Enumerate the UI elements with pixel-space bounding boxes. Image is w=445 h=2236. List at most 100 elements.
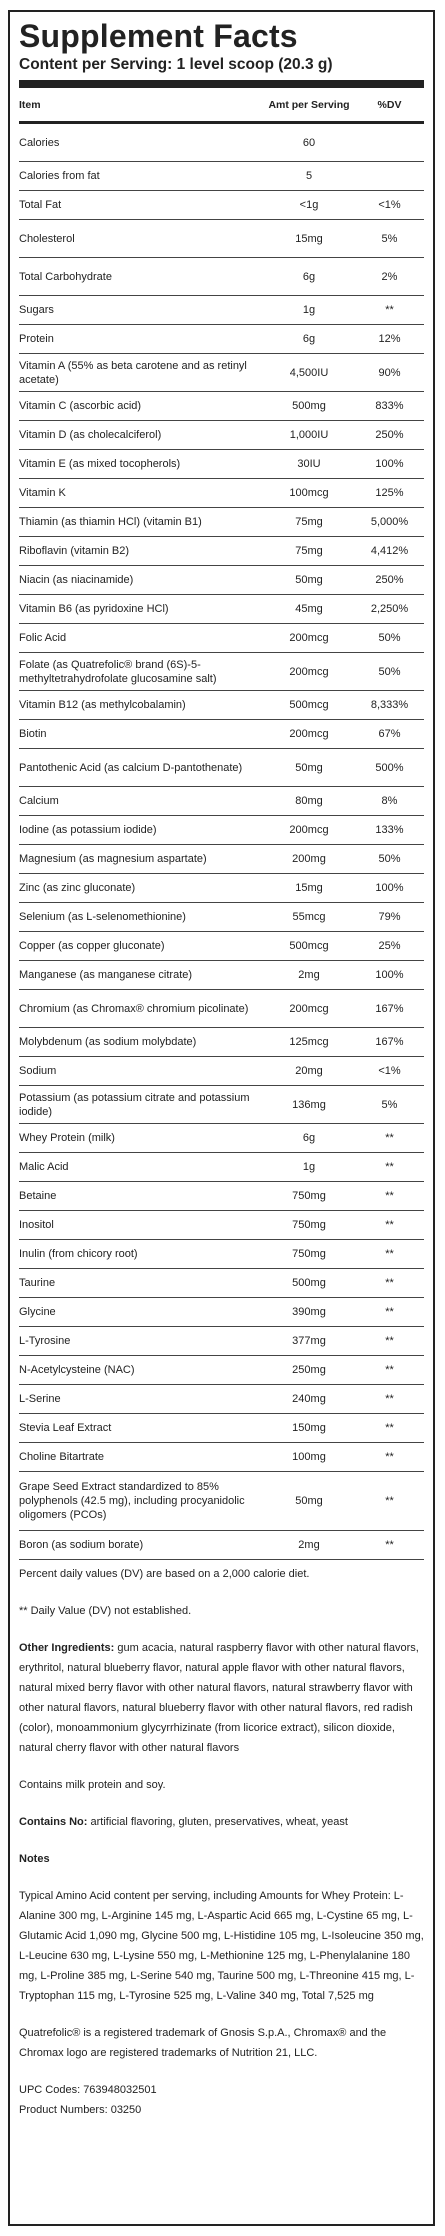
nutrient-amount: 80mg [295, 795, 323, 807]
nutrient-name: Calories [19, 136, 60, 149]
nutrient-name: Manganese (as manganese citrate) [19, 969, 193, 981]
nutrient-name: L-Serine [19, 1393, 61, 1405]
nutrient-name: Cholesterol [19, 232, 75, 245]
notes-heading: Notes [19, 1853, 50, 1865]
nutrient-amount: 75mg [295, 516, 323, 528]
table-row: Calcium 80mg 8% [19, 787, 424, 816]
nutrient-dv: 67% [378, 728, 401, 740]
header-dv: %DV [377, 98, 402, 111]
table-row: Boron (as sodium borate) 2mg ** [19, 1531, 424, 1560]
table-header: Item Amt per Serving %DV [19, 88, 424, 124]
nutrient-dv: ** [385, 1219, 394, 1231]
nutrient-amount: 500mcg [289, 699, 329, 711]
table-row: Vitamin B12 (as methylcobalamin) 500mcg 8,… [19, 691, 424, 720]
table-row: Niacin (as niacinamide) 50mg 250% [19, 566, 424, 595]
nutrient-amount: 377mg [292, 1335, 326, 1347]
nutrient-amount: 200mg [292, 853, 326, 865]
table-row: Stevia Leaf Extract 150mg ** [19, 1414, 424, 1443]
nutrient-name: Boron (as sodium borate) [19, 1539, 144, 1551]
table-row: Potassium (as potassium citrate and pota… [19, 1086, 424, 1124]
nutrient-name: Potassium (as potassium citrate and pota… [19, 1091, 250, 1118]
table-row: N-Acetylcysteine (NAC) 250mg ** [19, 1356, 424, 1385]
nutrient-dv: 79% [378, 911, 401, 923]
table-row: Chromium (as Chromax® chromium picolinat… [19, 990, 424, 1028]
nutrient-amount: 1g [302, 304, 316, 316]
nutrient-amount: 45mg [295, 603, 323, 615]
nutrient-amount: 55mcg [292, 911, 326, 923]
table-row: Magnesium (as magnesium aspartate) 200mg 5… [19, 845, 424, 874]
nutrient-dv: ** [385, 1248, 394, 1260]
nutrient-amount: 5 [305, 170, 313, 182]
table-row: Total Carbohydrate 6g 2% [19, 258, 424, 296]
table-row: Vitamin E (as mixed tocopherols) 30IU 100% [19, 450, 424, 479]
nutrient-name: Stevia Leaf Extract [19, 1422, 112, 1434]
nutrient-dv: 133% [375, 824, 404, 836]
table-row: Folic Acid 200mcg 50% [19, 624, 424, 653]
nutrient-dv: 5,000% [370, 516, 409, 528]
dv-not-established: ** Daily Value (DV) not established. [19, 1605, 192, 1617]
nutrient-amount: 100mcg [289, 487, 329, 499]
nutrient-dv: 2,250% [370, 603, 409, 615]
nutrient-amount: 1,000IU [289, 429, 329, 441]
nutrient-dv: ** [385, 1306, 394, 1318]
table-row: Calories 60 [19, 124, 424, 162]
table-row: Sugars 1g ** [19, 296, 424, 325]
nutrient-name: L-Tyrosine [19, 1335, 71, 1347]
table-row: Inositol 750mg ** [19, 1211, 424, 1240]
nutrient-name: Grape Seed Extract standardized to 85% p… [19, 1481, 245, 1521]
nutrient-name: Vitamin A (55% as beta carotene and as r… [19, 359, 247, 386]
table-row: Vitamin K 100mcg 125% [19, 479, 424, 508]
nutrient-amount: 250mg [292, 1364, 326, 1376]
thick-divider [19, 80, 424, 88]
nutrient-name: Taurine [19, 1277, 56, 1289]
nutrient-amount: 390mg [292, 1306, 326, 1318]
nutrient-amount: 50mg [295, 761, 323, 774]
nutrient-dv: 25% [378, 940, 401, 952]
table-row: L-Tyrosine 377mg ** [19, 1327, 424, 1356]
nutrient-amount: 200mcg [289, 824, 329, 836]
nutrient-amount: 750mg [292, 1248, 326, 1260]
nutrient-dv: ** [385, 1161, 394, 1173]
nutrient-amount: 6g [302, 333, 316, 345]
nutrient-name: Thiamin (as thiamin HCl) (vitamin B1) [19, 516, 202, 528]
nutrient-dv: ** [385, 1190, 394, 1202]
contains-no: Contains No: artificial flavoring, glute… [19, 1812, 424, 1832]
table-row: Inulin (from chicory root) 750mg ** [19, 1240, 424, 1269]
nutrient-dv: 5% [381, 1098, 398, 1111]
nutrient-amount: 6g [302, 270, 316, 283]
nutrient-name: Vitamin E (as mixed tocopherols) [19, 458, 181, 470]
nutrient-dv: <1% [378, 199, 401, 211]
nutrient-dv: 5% [381, 232, 398, 245]
notes-section: Percent daily values (DV) are based on a… [19, 1564, 424, 2120]
nutrient-amount: 50mg [295, 574, 323, 586]
nutrient-name: Iodine (as potassium iodide) [19, 824, 157, 836]
nutrient-name: Biotin [19, 728, 47, 740]
table-row: Riboflavin (vitamin B2) 75mg 4,412% [19, 537, 424, 566]
nutrient-dv: 125% [375, 487, 404, 499]
supplement-facts-panel: Supplement Facts Content per Serving: 1 … [8, 10, 435, 2226]
other-ingredients-label: Other Ingredients: [19, 1642, 115, 1654]
nutrient-amount: 200mcg [289, 632, 329, 644]
nutrient-dv: ** [385, 1539, 394, 1551]
nutrient-amount: 2mg [298, 969, 320, 981]
table-row: Thiamin (as thiamin HCl) (vitamin B1) 75m… [19, 508, 424, 537]
table-row: Grape Seed Extract standardized to 85% p… [19, 1472, 424, 1531]
nutrient-name: Niacin (as niacinamide) [19, 574, 134, 586]
table-row: Sodium 20mg <1% [19, 1057, 424, 1086]
nutrient-amount: 200mcg [289, 1002, 329, 1015]
nutrient-table: Calories 60 Calories from fat 5 Total Fat <1g… [19, 124, 424, 1560]
nutrient-dv: ** [385, 1451, 394, 1463]
contains-no-label: Contains No: [19, 1816, 88, 1828]
nutrient-amount: 750mg [292, 1190, 326, 1202]
nutrient-dv: 250% [375, 429, 404, 441]
contains-no-text: artificial flavoring, gluten, preservati… [87, 1816, 348, 1828]
nutrient-amount: 20mg [295, 1065, 323, 1077]
nutrient-name: Zinc (as zinc gluconate) [19, 882, 136, 894]
nutrient-name: Total Fat [19, 199, 62, 211]
nutrient-name: Calories from fat [19, 170, 100, 182]
nutrient-amount: <1g [299, 199, 319, 211]
dv-note: Percent daily values (DV) are based on a… [19, 1568, 310, 1580]
table-row: Betaine 750mg ** [19, 1182, 424, 1211]
nutrient-name: Total Carbohydrate [19, 270, 112, 283]
header-item: Item [19, 98, 41, 111]
